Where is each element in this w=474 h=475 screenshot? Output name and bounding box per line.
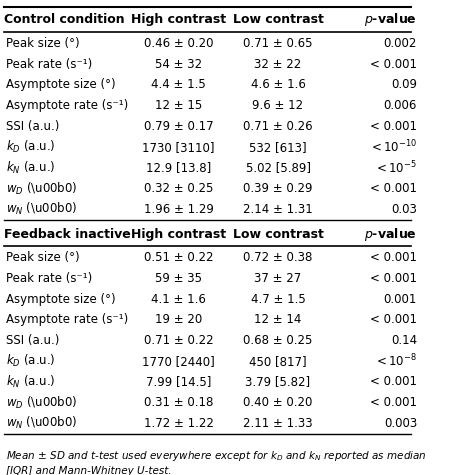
Text: Low contrast: Low contrast xyxy=(233,228,323,241)
Text: 12.9 [13.8]: 12.9 [13.8] xyxy=(146,162,211,174)
Text: $w_D$ (\u00b0): $w_D$ (\u00b0) xyxy=(6,180,78,197)
Text: < 0.001: < 0.001 xyxy=(370,396,417,409)
Text: Asymptote size (°): Asymptote size (°) xyxy=(6,293,116,305)
Text: $<10^{-5}$: $<10^{-5}$ xyxy=(374,160,417,176)
Text: 0.31 ± 0.18: 0.31 ± 0.18 xyxy=(144,396,213,409)
Text: 0.03: 0.03 xyxy=(391,203,417,216)
Text: 54 ± 32: 54 ± 32 xyxy=(155,57,202,71)
Text: 19 ± 20: 19 ± 20 xyxy=(155,314,202,326)
Text: 59 ± 35: 59 ± 35 xyxy=(155,272,202,285)
Text: 4.7 ± 1.5: 4.7 ± 1.5 xyxy=(251,293,305,305)
Text: 4.4 ± 1.5: 4.4 ± 1.5 xyxy=(151,78,206,91)
Text: 0.40 ± 0.20: 0.40 ± 0.20 xyxy=(243,396,313,409)
Text: Feedback inactive: Feedback inactive xyxy=(4,228,131,241)
Text: Peak size (°): Peak size (°) xyxy=(6,251,80,264)
Text: 0.003: 0.003 xyxy=(384,417,417,430)
Text: Control condition: Control condition xyxy=(4,13,125,27)
Text: 0.71 ± 0.65: 0.71 ± 0.65 xyxy=(243,37,313,50)
Text: Mean $\pm$ SD and t-test used everywhere except for $k_D$ and $k_N$ reported as : Mean $\pm$ SD and t-test used everywhere… xyxy=(6,449,427,475)
Text: 5.02 [5.89]: 5.02 [5.89] xyxy=(246,162,310,174)
Text: 32 ± 22: 32 ± 22 xyxy=(255,57,301,71)
Text: < 0.001: < 0.001 xyxy=(370,251,417,264)
Text: < 0.001: < 0.001 xyxy=(370,182,417,195)
Text: $k_D$ (a.u.): $k_D$ (a.u.) xyxy=(6,139,56,155)
Text: 4.6 ± 1.6: 4.6 ± 1.6 xyxy=(251,78,305,91)
Text: $<10^{-10}$: $<10^{-10}$ xyxy=(369,139,417,155)
Text: Low contrast: Low contrast xyxy=(233,13,323,27)
Text: $k_D$ (a.u.): $k_D$ (a.u.) xyxy=(6,353,56,370)
Text: 2.14 ± 1.31: 2.14 ± 1.31 xyxy=(243,203,313,216)
Text: 0.006: 0.006 xyxy=(383,99,417,112)
Text: 0.14: 0.14 xyxy=(391,334,417,347)
Text: < 0.001: < 0.001 xyxy=(370,120,417,133)
Text: 0.09: 0.09 xyxy=(391,78,417,91)
Text: Asymptote rate (s⁻¹): Asymptote rate (s⁻¹) xyxy=(6,314,128,326)
Text: Peak rate (s⁻¹): Peak rate (s⁻¹) xyxy=(6,57,92,71)
Text: 4.1 ± 1.6: 4.1 ± 1.6 xyxy=(151,293,206,305)
Text: Peak rate (s⁻¹): Peak rate (s⁻¹) xyxy=(6,272,92,285)
Text: Asymptote rate (s⁻¹): Asymptote rate (s⁻¹) xyxy=(6,99,128,112)
Text: SSI (a.u.): SSI (a.u.) xyxy=(6,334,60,347)
Text: $w_N$ (\u00b0): $w_N$ (\u00b0) xyxy=(6,415,78,431)
Text: < 0.001: < 0.001 xyxy=(370,272,417,285)
Text: 12 ± 15: 12 ± 15 xyxy=(155,99,202,112)
Text: 2.11 ± 1.33: 2.11 ± 1.33 xyxy=(243,417,313,430)
Text: $p$-value: $p$-value xyxy=(365,226,417,243)
Text: 0.72 ± 0.38: 0.72 ± 0.38 xyxy=(243,251,313,264)
Text: Peak size (°): Peak size (°) xyxy=(6,37,80,50)
Text: 0.51 ± 0.22: 0.51 ± 0.22 xyxy=(144,251,213,264)
Text: 1.96 ± 1.29: 1.96 ± 1.29 xyxy=(144,203,213,216)
Text: SSI (a.u.): SSI (a.u.) xyxy=(6,120,60,133)
Text: $<10^{-8}$: $<10^{-8}$ xyxy=(374,353,417,370)
Text: $k_N$ (a.u.): $k_N$ (a.u.) xyxy=(6,160,55,176)
Text: 7.99 [14.5]: 7.99 [14.5] xyxy=(146,376,211,389)
Text: 450 [817]: 450 [817] xyxy=(249,355,307,368)
Text: 0.71 ± 0.26: 0.71 ± 0.26 xyxy=(243,120,313,133)
Text: 12 ± 14: 12 ± 14 xyxy=(255,314,302,326)
Text: 9.6 ± 12: 9.6 ± 12 xyxy=(253,99,304,112)
Text: 0.32 ± 0.25: 0.32 ± 0.25 xyxy=(144,182,213,195)
Text: 0.71 ± 0.22: 0.71 ± 0.22 xyxy=(144,334,213,347)
Text: $w_D$ (\u00b0): $w_D$ (\u00b0) xyxy=(6,395,78,411)
Text: 0.79 ± 0.17: 0.79 ± 0.17 xyxy=(144,120,213,133)
Text: 3.79 [5.82]: 3.79 [5.82] xyxy=(246,376,310,389)
Text: 0.39 ± 0.29: 0.39 ± 0.29 xyxy=(243,182,313,195)
Text: 1.72 ± 1.22: 1.72 ± 1.22 xyxy=(144,417,213,430)
Text: < 0.001: < 0.001 xyxy=(370,376,417,389)
Text: < 0.001: < 0.001 xyxy=(370,314,417,326)
Text: 532 [613]: 532 [613] xyxy=(249,141,307,153)
Text: $p$-value: $p$-value xyxy=(365,11,417,28)
Text: 1730 [3110]: 1730 [3110] xyxy=(142,141,215,153)
Text: 0.46 ± 0.20: 0.46 ± 0.20 xyxy=(144,37,213,50)
Text: 0.001: 0.001 xyxy=(383,293,417,305)
Text: 0.68 ± 0.25: 0.68 ± 0.25 xyxy=(243,334,313,347)
Text: < 0.001: < 0.001 xyxy=(370,57,417,71)
Text: 37 ± 27: 37 ± 27 xyxy=(255,272,301,285)
Text: $w_N$ (\u00b0): $w_N$ (\u00b0) xyxy=(6,201,78,217)
Text: High contrast: High contrast xyxy=(131,13,226,27)
Text: High contrast: High contrast xyxy=(131,228,226,241)
Text: 0.002: 0.002 xyxy=(383,37,417,50)
Text: 1770 [2440]: 1770 [2440] xyxy=(142,355,215,368)
Text: $k_N$ (a.u.): $k_N$ (a.u.) xyxy=(6,374,55,390)
Text: Asymptote size (°): Asymptote size (°) xyxy=(6,78,116,91)
